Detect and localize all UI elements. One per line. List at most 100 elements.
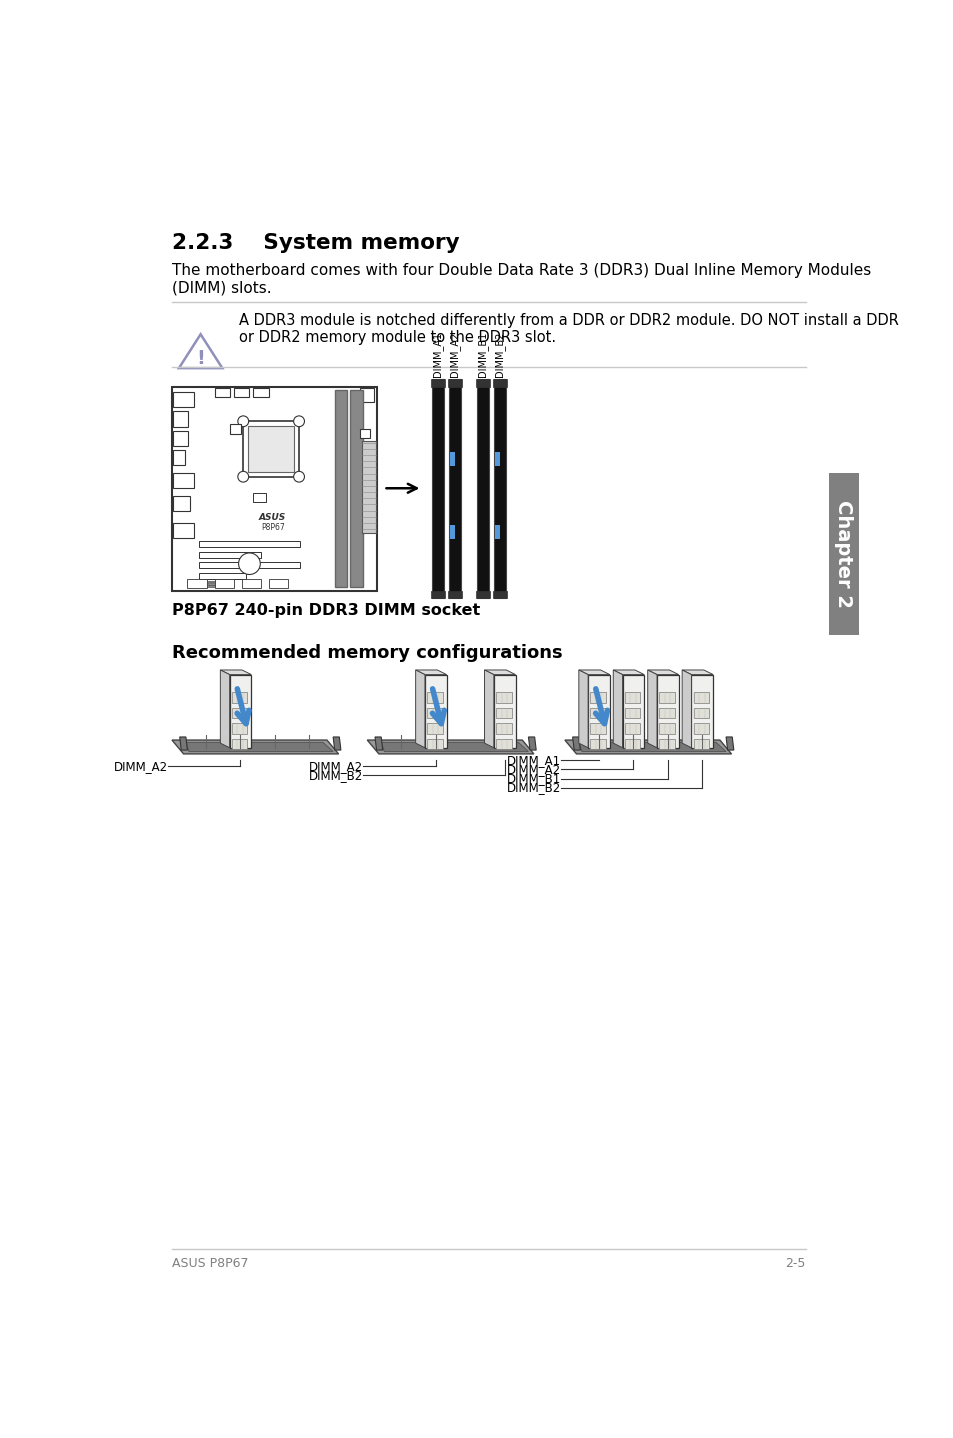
Bar [232, 723, 247, 733]
Bar [624, 707, 639, 719]
Polygon shape [572, 736, 579, 751]
Bar [493, 591, 506, 598]
Bar [172, 496, 190, 512]
Bar [476, 591, 489, 598]
Polygon shape [613, 670, 622, 748]
Bar [493, 380, 506, 387]
Text: DIMM_A1: DIMM_A1 [432, 332, 443, 377]
Bar [253, 388, 269, 397]
Bar [659, 723, 674, 733]
Circle shape [294, 416, 304, 427]
Polygon shape [578, 742, 725, 752]
Polygon shape [230, 674, 251, 748]
Text: DIMM_B2: DIMM_B2 [506, 781, 560, 794]
Polygon shape [647, 670, 678, 674]
Text: ASUS: ASUS [259, 513, 286, 522]
Polygon shape [578, 670, 587, 748]
Polygon shape [220, 670, 230, 748]
Bar [659, 692, 674, 703]
Bar [431, 591, 444, 598]
Bar [828, 473, 858, 634]
Bar [199, 572, 245, 580]
Bar [450, 525, 455, 539]
Bar [659, 707, 674, 719]
Polygon shape [564, 741, 731, 754]
Bar [590, 707, 605, 719]
Polygon shape [681, 670, 691, 748]
Text: DIMM_A1: DIMM_A1 [506, 754, 560, 766]
Bar [450, 452, 455, 466]
Bar [172, 450, 185, 464]
Bar [232, 692, 247, 703]
Bar [361, 440, 375, 533]
Polygon shape [172, 741, 338, 754]
Bar [495, 452, 499, 466]
Polygon shape [416, 670, 424, 748]
Bar [496, 692, 511, 703]
Bar [693, 707, 708, 719]
Polygon shape [424, 674, 446, 748]
Bar [447, 380, 461, 387]
Text: P8P67: P8P67 [260, 523, 284, 532]
Polygon shape [416, 670, 446, 674]
Bar [476, 380, 489, 387]
Text: P8P67 240-pin DDR3 DIMM socket: P8P67 240-pin DDR3 DIMM socket [172, 603, 479, 618]
Text: or DDR2 memory module to the DDR3 slot.: or DDR2 memory module to the DDR3 slot. [239, 331, 556, 345]
Text: 2-5: 2-5 [784, 1257, 805, 1270]
Polygon shape [494, 674, 515, 748]
Bar [590, 723, 605, 733]
Bar [187, 580, 207, 588]
Text: DIMM_B2: DIMM_B2 [494, 331, 505, 377]
Polygon shape [186, 742, 333, 752]
Bar [427, 707, 442, 719]
Bar [248, 426, 294, 472]
Bar [496, 707, 511, 719]
Bar [427, 723, 442, 733]
Bar [199, 581, 222, 582]
Circle shape [237, 416, 249, 427]
Circle shape [294, 472, 304, 482]
Bar [172, 473, 194, 489]
Text: DIMM_A2: DIMM_A2 [449, 331, 459, 377]
Bar [172, 387, 377, 591]
Bar [199, 552, 261, 558]
Polygon shape [220, 670, 251, 674]
Bar [624, 692, 639, 703]
Bar [590, 739, 605, 749]
Polygon shape [179, 736, 187, 751]
Polygon shape [622, 674, 643, 748]
Bar [172, 393, 194, 407]
Bar [232, 707, 247, 719]
Bar [693, 692, 708, 703]
Bar [495, 525, 499, 539]
Bar [233, 388, 249, 397]
Text: DIMM_A2: DIMM_A2 [309, 759, 363, 772]
Text: DIMM_B1: DIMM_B1 [506, 772, 560, 785]
Bar [493, 380, 505, 598]
Bar [448, 380, 460, 598]
Text: DIMM_B1: DIMM_B1 [476, 331, 488, 377]
Text: !: ! [196, 349, 205, 368]
Polygon shape [691, 674, 713, 748]
Bar [243, 421, 298, 477]
Bar [590, 692, 605, 703]
Text: DIMM_A2: DIMM_A2 [506, 762, 560, 777]
Bar [360, 429, 369, 439]
Polygon shape [587, 674, 609, 748]
Polygon shape [381, 742, 528, 752]
Bar [693, 723, 708, 733]
Polygon shape [367, 741, 534, 754]
Polygon shape [647, 670, 657, 748]
Bar [447, 591, 461, 598]
Bar [427, 692, 442, 703]
Bar [360, 388, 374, 403]
Bar [350, 391, 362, 587]
Bar [496, 723, 511, 733]
Bar [431, 380, 443, 598]
Polygon shape [681, 670, 713, 674]
Bar [269, 580, 288, 588]
Bar [172, 430, 188, 446]
Polygon shape [375, 736, 382, 751]
Bar [241, 580, 261, 588]
Text: DIMM_A2: DIMM_A2 [113, 759, 168, 772]
